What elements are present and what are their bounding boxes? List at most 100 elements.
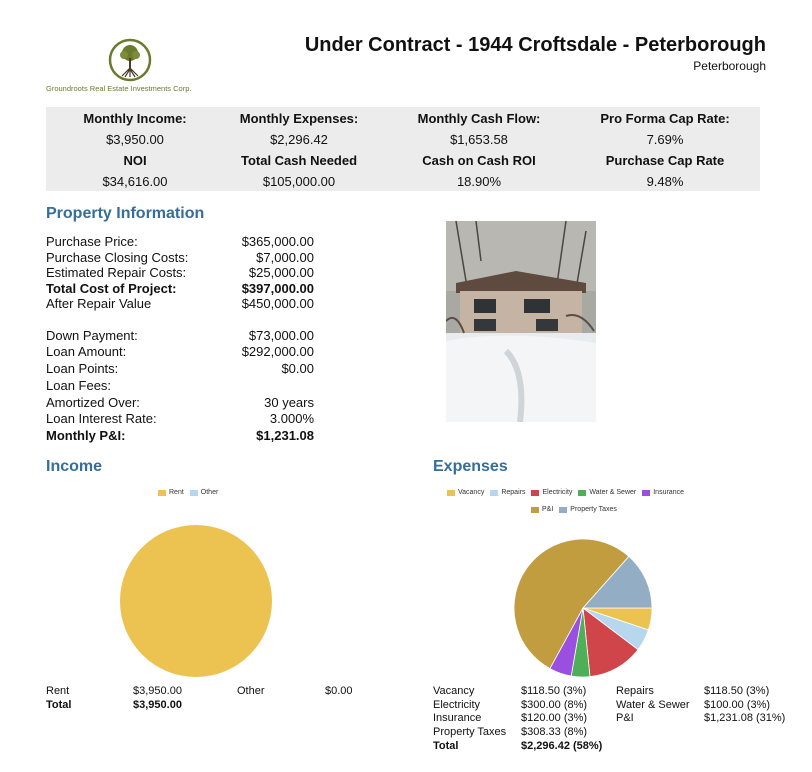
legend-swatch — [642, 489, 651, 496]
exp-pi-label: P&I — [616, 712, 634, 724]
page-title: Under Contract - 1944 Croftsdale - Peter… — [304, 34, 766, 56]
legend-swatch — [578, 489, 587, 496]
property-value: $365,000.00 — [241, 234, 314, 249]
property-info-heading: Property Information — [46, 205, 205, 222]
property-label: Loan Fees: — [46, 378, 112, 393]
summary-value: 18.90% — [456, 174, 502, 189]
property-label: Monthly P&I: — [46, 428, 126, 443]
property-value: $0.00 — [281, 361, 314, 376]
property-value: 3.000% — [269, 411, 314, 426]
property-label: Purchase Closing Costs: — [46, 250, 189, 265]
income-rent-label: Rent — [46, 685, 70, 697]
property-row: Purchase Price: $365,000.00 — [46, 234, 314, 250]
expenses-heading: Expenses — [433, 458, 508, 475]
exp-water-label: Water & Sewer — [616, 699, 690, 711]
property-value: $397,000.00 — [241, 281, 314, 296]
legend-label: Property Taxes — [570, 506, 617, 513]
income-total-value: $3,950.00 — [133, 699, 182, 711]
exp-electricity-label: Electricity — [433, 699, 481, 711]
property-row: Loan Fees: — [46, 378, 314, 394]
legend-swatch — [158, 489, 166, 496]
summary-label: Monthly Cash Flow: — [417, 111, 541, 126]
summary-value: 7.69% — [646, 132, 684, 147]
property-row: Amortized Over: 30 years — [46, 395, 314, 411]
exp-taxes-value: $308.33 (8%) — [521, 726, 588, 738]
property-label: After Repair Value — [46, 296, 152, 311]
summary-label: NOI — [123, 153, 147, 168]
summary-value: $1,653.58 — [450, 132, 508, 147]
property-label: Total Cost of Project: — [46, 281, 177, 296]
income-legend: Rent Other — [158, 489, 218, 496]
exp-vacancy-value: $118.50 (3%) — [521, 685, 587, 697]
income-other-value: $0.00 — [325, 685, 353, 697]
exp-taxes-label: Property Taxes — [433, 726, 507, 738]
legend-swatch — [531, 506, 539, 513]
property-row: Purchase Closing Costs: $7,000.00 — [46, 250, 314, 266]
summary-value: $105,000.00 — [262, 174, 336, 189]
summary-value: $34,616.00 — [102, 174, 168, 189]
tree-logo-icon — [108, 38, 152, 82]
income-heading: Income — [46, 458, 103, 475]
summary-label: Total Cash Needed — [240, 153, 358, 168]
exp-insurance-label: Insurance — [433, 712, 482, 724]
exp-vacancy-label: Vacancy — [433, 685, 475, 697]
legend-label: Electricity — [542, 489, 573, 496]
pie-slice-property-taxes — [582, 555, 652, 609]
summary-label: Cash on Cash ROI — [422, 153, 536, 168]
legend-swatch — [189, 489, 198, 496]
property-label: Down Payment: — [46, 328, 138, 343]
legend-swatch — [531, 489, 540, 496]
property-label: Loan Amount: — [46, 344, 127, 359]
summary-value: 9.48% — [646, 174, 684, 189]
exp-repairs-label: Repairs — [616, 685, 654, 697]
summary-label: Pro Forma Cap Rate: — [600, 111, 730, 126]
legend-swatch — [559, 506, 568, 513]
legend-label: Vacancy — [458, 489, 485, 496]
expenses-legend-row-2: P&I Property Taxes — [531, 506, 617, 513]
summary-label: Monthly Expenses: — [239, 111, 359, 126]
legend-label: Water & Sewer — [589, 489, 637, 496]
legend-swatch — [447, 489, 455, 496]
summary-box: Monthly Income: $3,950.00 Monthly Expens… — [46, 107, 760, 191]
exp-water-value: $100.00 (3%) — [704, 699, 771, 711]
legend-label: P&I — [542, 506, 554, 513]
exp-pi-value: $1,231.08 (31%) — [704, 712, 786, 724]
property-row: Loan Amount: $292,000.00 — [46, 344, 314, 360]
income-other-label: Other — [237, 685, 265, 697]
property-value: $1,231.08 — [256, 428, 314, 443]
property-value: $25,000.00 — [248, 265, 314, 280]
legend-label: Insurance — [653, 489, 684, 496]
exp-total-value: $2,296.42 (58%) — [521, 740, 603, 752]
company-name: Groundroots Real Estate Investments Corp… — [46, 84, 192, 93]
summary-value: $2,296.42 — [270, 132, 328, 147]
property-label: Loan Points: — [46, 361, 119, 376]
property-label: Amortized Over: — [46, 395, 140, 410]
income-pie-chart — [120, 525, 272, 677]
income-rent-value: $3,950.00 — [133, 685, 182, 697]
exp-insurance-value: $120.00 (3%) — [521, 712, 588, 724]
property-label: Loan Interest Rate: — [46, 411, 157, 426]
legend-label: Other — [200, 489, 219, 496]
property-label: Estimated Repair Costs: — [46, 265, 187, 280]
property-row-monthly-pi: Monthly P&I: $1,231.08 — [46, 428, 314, 444]
summary-value: $3,950.00 — [106, 132, 164, 147]
pie-slice-p-i — [514, 539, 630, 670]
expenses-pie-chart — [514, 539, 652, 677]
property-label: Purchase Price: — [46, 234, 138, 249]
exp-total-label: Total — [433, 740, 459, 752]
property-row: Down Payment: $73,000.00 — [46, 328, 314, 344]
property-row: After Repair Value $450,000.00 — [46, 296, 314, 312]
property-photo — [446, 221, 596, 422]
pie-slice-electricity — [582, 607, 639, 677]
property-value: 30 years — [264, 395, 314, 410]
property-row-total-cost: Total Cost of Project: $397,000.00 — [46, 281, 314, 297]
summary-label: Purchase Cap Rate — [605, 153, 725, 168]
legend-label: Rent — [169, 489, 184, 496]
pie-slice-rent — [120, 525, 272, 677]
legend-label: Repairs — [501, 489, 526, 496]
property-row: Loan Points: $0.00 — [46, 361, 314, 377]
legend-swatch — [490, 489, 499, 496]
exp-electricity-value: $300.00 (8%) — [521, 699, 588, 711]
property-row: Loan Interest Rate: 3.000% — [46, 411, 314, 427]
property-value: $73,000.00 — [248, 328, 314, 343]
